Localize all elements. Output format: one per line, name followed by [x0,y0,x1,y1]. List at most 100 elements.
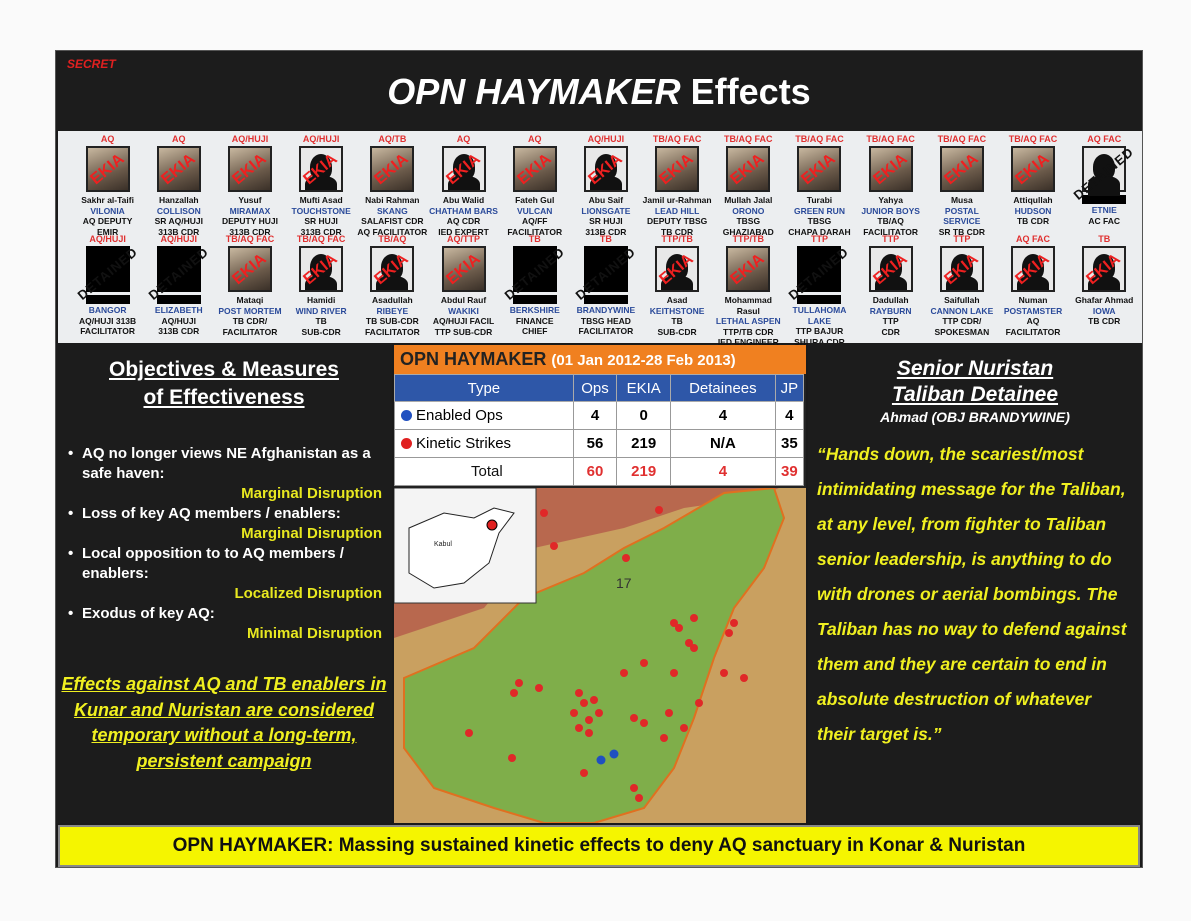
target-photo: EKIA [370,146,415,192]
ekia-stamp: EKIA [870,250,911,289]
redacted-name-bar [1082,195,1127,204]
inset-label-kabul: Kabul [434,541,452,548]
ekia-stamp: EKIA [727,250,768,289]
affiliation-label: TB [1098,234,1111,244]
target-role: TB CDR/ [232,316,268,326]
target-role: FACILITATOR [364,326,420,337]
target-role: TBSG [807,216,832,226]
total-row: Total 60 219 4 39 [394,457,805,486]
title-rest: Effects [690,71,811,112]
target-card: TB EKIA Ghafar Ahmad IOWA TB CDR [1069,234,1140,348]
target-codename: CHATHAM BARS [429,205,498,216]
operations-map: Kabul 17 [394,488,806,823]
target-name: Asadullah [372,295,413,305]
kinetic-strike-marker [465,729,473,737]
affiliation-label: TB/AQ [378,234,407,244]
classification-label: SECRET [67,57,116,71]
target-role: SPOKESMAN [934,326,990,337]
target-name: Hamidi [306,295,336,305]
target-codename: POSTAMSTER [1003,305,1063,316]
kinetic-strike-marker [540,509,548,517]
affiliation-label: TTP [882,234,900,244]
target-role: TTP [882,316,899,326]
objective-measure: Marginal Disruption [241,485,382,502]
target-role: TBSG [736,216,761,226]
heading-line: of Effectiveness [143,386,305,409]
target-role: TTP BAJUR [795,326,844,336]
target-role: TTP/TB CDR [723,326,774,337]
objective-item: Exodus of key AQ: [68,604,382,624]
target-card: AQ/HUJI DETAINED ELIZABETH AQ/HUJI 313B CDR [143,234,214,348]
detainee-heading: Senior Nuristan Taliban Detainee [808,356,1142,408]
kinetic-strike-marker [585,716,593,724]
detainee-subtitle: Ahmad (OBJ BRANDYWINE) [880,409,1070,425]
target-card: AQ EKIA Fateh Gul VULCAN AQ/FF FACILITATOR [499,134,570,237]
target-role: FACILITATOR [863,226,919,237]
title-op-name: OPN HAYMAKER [387,71,681,112]
detained-stamp: DETAINED [572,244,639,303]
target-card: AQ/TTP EKIA Abdul Rauf WAKIKI AQ/HUJI FACIL T… [428,234,499,348]
target-codename: ORONO [732,205,765,216]
kinetic-strike-marker [655,506,663,514]
kinetic-strike-marker [550,542,558,550]
affiliation-label: TTP/TB [732,234,765,244]
affiliation-label: TB [599,234,612,244]
target-card: AQ/HUJI EKIA Abu Saif LIONSGATE SR HUJI 313B … [570,134,641,237]
target-photo: EKIA [726,246,771,292]
target-photo: DETAINED [1071,144,1137,203]
kinetic-strike-marker [575,689,583,697]
objectives-heading: Objectives & Measures of Effectiveness [56,356,392,412]
target-card: TB DETAINED BERKSHIRE FINANCE CHIEF [499,234,570,348]
kinetic-strike-marker [640,719,648,727]
ekia-stamp: EKIA [229,250,270,289]
target-codename: BANGOR [88,305,127,315]
kinetic-strike-marker [680,724,688,732]
target-role: 313B CDR [229,226,271,237]
target-role: AQ/HUJI FACIL [432,316,495,326]
target-role: CHAPA DARAH [788,226,851,237]
target-role: SUB-CDR [301,326,341,337]
affiliation-label: TB/AQ FAC [795,134,844,144]
target-role: TB SUB-CDR [365,316,419,326]
target-codename: COLLISON [156,205,201,216]
slide: SECRET OPN HAYMAKER Effects AQ EKIA Sakhr … [55,50,1143,868]
target-role: CHIEF [521,326,548,336]
kinetic-strike-marker [660,734,668,742]
table-cell: 56 [572,429,618,458]
ekia-stamp: EKIA [656,150,697,189]
ekia-stamp: EKIA [941,250,982,289]
target-role: DEPUTY HUJI [221,216,278,226]
redacted-name-bar [583,295,628,304]
affiliation-label: AQ/TTP [447,234,481,244]
target-codename: LETHAL ASPEN [715,316,781,326]
kinetic-strike-marker [630,784,638,792]
affiliation-label: AQ/HUJI [587,134,625,144]
affiliation-label: AQ [456,134,471,144]
ekia-stamp: EKIA [798,150,840,189]
target-role: DEPUTY TBSG [646,216,708,226]
target-card: TB/AQ EKIA Asadullah RIBEYE TB SUB-CDR FACILI… [357,234,428,348]
target-card: TB/AQ FAC EKIA Hamidi WIND RIVER TB SUB-CDR [286,234,357,348]
target-card: TTP EKIA Dadullah RAYBURN TTP CDR [855,234,926,348]
target-role: FACILITATOR [507,226,563,237]
target-role: TTP CDR/ [942,316,982,326]
target-role: 313B CDR [158,326,200,336]
affiliation-label: TB/AQ FAC [937,134,987,144]
objectives-list: AQ no longer views NE Afghanistan as a s… [68,444,382,644]
detained-stamp: DETAINED [786,244,852,303]
target-codename: JUNIOR BOYS [861,205,920,216]
target-role: TB CDR [1088,316,1121,326]
table-cell: 4 [774,401,805,430]
table-cell: 4 [572,401,618,430]
enabled-op-marker [596,755,606,765]
target-photo: DETAINED [145,244,211,303]
column-header: JP [774,374,805,402]
detained-stamp: DETAINED [145,244,212,303]
enabled-op-marker [609,749,619,759]
kinetic-strike-marker [515,679,523,687]
kinetic-strike-marker [665,709,673,717]
target-name: Mataqi [236,295,264,305]
row-label-text: Kinetic Strikes [416,435,512,452]
kinetic-strike-marker [675,624,683,632]
target-role: AQ/HUJI 313B [79,315,137,326]
